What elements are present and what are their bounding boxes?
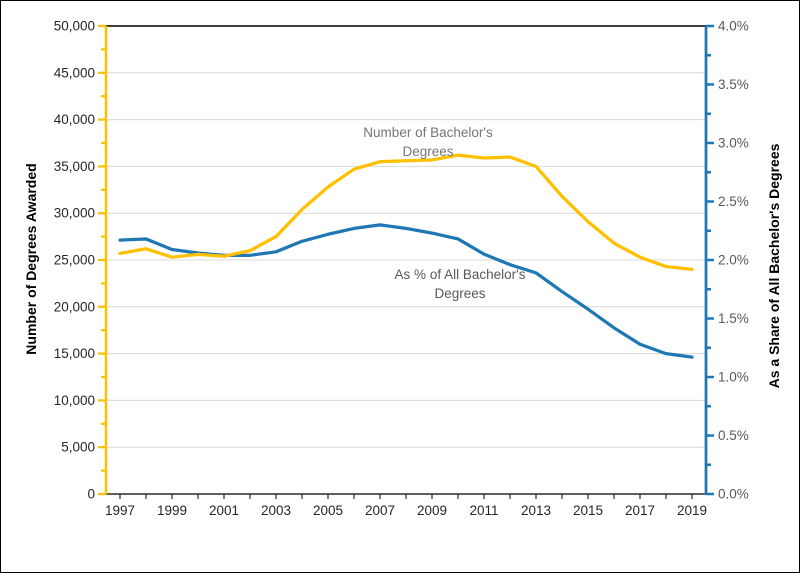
series-label-number-of-degrees: Number of Bachelor's Degrees (363, 125, 493, 159)
right-axis-tick-label: 1.0% (718, 370, 749, 385)
left-axis-tick-label: 25,000 (54, 253, 95, 268)
right-axis-tick-label: 1.5% (718, 311, 749, 326)
left-axis-tick-label: 45,000 (54, 65, 95, 80)
x-axis-tick-label: 2011 (469, 503, 498, 518)
right-axis-tick-label: 4.0% (718, 19, 749, 34)
left-axis-tick-label: 5,000 (61, 440, 95, 455)
right-axis-title: As a Share of All Bachelor's Degrees (766, 143, 782, 389)
right-axis-tick-label: 3.5% (718, 77, 749, 92)
x-axis-tick-label: 2003 (261, 503, 291, 518)
series-label-share-of-degrees: As % of All Bachelor's Degrees (394, 267, 526, 301)
right-axis-tick-label: 2.0% (718, 253, 749, 268)
x-axis-tick-label: 2009 (417, 503, 447, 518)
right-axis-tick-label: 3.0% (718, 136, 749, 151)
x-axis-tick-label: 2017 (625, 503, 655, 518)
left-axis-tick-label: 0 (87, 487, 95, 502)
left-axis-tick-label: 15,000 (54, 346, 95, 361)
right-axis-tick-label: 2.5% (718, 194, 749, 209)
left-axis-tick-label: 50,000 (54, 19, 95, 34)
x-axis-tick-label: 2007 (365, 503, 395, 518)
x-axis-tick-label: 2013 (521, 503, 551, 518)
left-axis-title: Number of Degrees Awarded (23, 163, 39, 355)
x-axis-tick-label: 2019 (677, 503, 707, 518)
degrees-line-series (118, 153, 694, 271)
left-axis-tick-label: 10,000 (54, 393, 95, 408)
left-axis-tick-label: 20,000 (54, 299, 95, 314)
x-axis-tick-label: 1999 (157, 503, 187, 518)
x-axis-tick-label: 2005 (313, 503, 343, 518)
x-axis-tick-label: 1997 (105, 503, 135, 518)
left-axis-tick-label: 30,000 (54, 206, 95, 221)
right-axis-tick-label: 0.0% (718, 487, 749, 502)
left-axis-tick-label: 35,000 (54, 159, 95, 174)
x-axis-tick-label: 2015 (573, 503, 603, 518)
right-axis-tick-label: 0.5% (718, 428, 749, 443)
x-axis-tick-label: 2001 (209, 503, 239, 518)
left-axis-tick-label: 40,000 (54, 112, 95, 127)
